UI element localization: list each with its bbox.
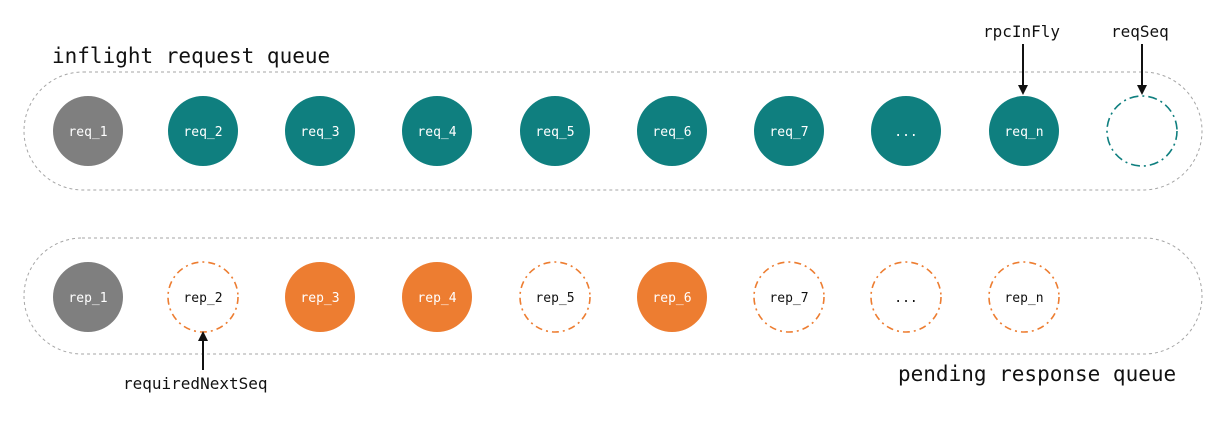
pending-node-label-2: rep_2 (183, 291, 222, 306)
pending-queue-container (23, 237, 1203, 355)
inflight-node-label-2: req_2 (183, 125, 222, 140)
inflight-node-8 (871, 96, 941, 166)
pending-node-6 (637, 262, 707, 332)
pending-node-8 (870, 261, 942, 333)
pending-node-4 (402, 262, 472, 332)
requiredNextSeq-label: requiredNextSeq (123, 374, 268, 393)
inflight-node-3 (285, 96, 355, 166)
pending-node-label-6: rep_6 (652, 291, 691, 306)
inflight-node-6 (637, 96, 707, 166)
pending-node-label-9: rep_n (1004, 291, 1043, 306)
rpcInFly-label: rpcInFly (983, 22, 1061, 41)
inflight-node-1 (53, 96, 123, 166)
pending-node-label-4: rep_4 (417, 291, 456, 306)
inflight-node-4 (402, 96, 472, 166)
pending-node-3 (285, 262, 355, 332)
inflight-node-7 (754, 96, 824, 166)
inflight-queue-nodes: req_1 req_2 req_3 req_4 req_5 req_6 req_7... re… (53, 95, 1178, 167)
inflight-node-label-5: req_5 (535, 125, 574, 140)
inflight-node-label-3: req_3 (300, 125, 339, 140)
pending-node-label-8: ... (894, 291, 917, 306)
inflight-node-label-9: req_n (1004, 125, 1043, 140)
reqSeq-label: reqSeq (1111, 22, 1169, 41)
pending-queue-title: pending response queue (898, 362, 1177, 386)
inflight-node-label-4: req_4 (417, 125, 456, 140)
pending-node-label-7: rep_7 (769, 291, 808, 306)
pending-node-label-5: rep_5 (535, 291, 574, 306)
pending-node-7 (753, 261, 825, 333)
pending-node-5 (519, 261, 591, 333)
inflight-node-label-8: ... (894, 125, 917, 140)
inflight-node-label-7: req_7 (769, 125, 808, 140)
inflight-node-label-6: req_6 (652, 125, 691, 140)
inflight-node-label-1: req_1 (68, 125, 107, 140)
inflight-queue-title: inflight request queue (52, 44, 331, 68)
inflight-queue-container (23, 71, 1203, 191)
pending-node-9 (988, 261, 1060, 333)
pending-node-1 (53, 262, 123, 332)
inflight-node-5 (520, 96, 590, 166)
inflight-node-2 (168, 96, 238, 166)
pending-queue-nodes: rep_1 rep_2 rep_3 rep_4 rep_5 rep_6 rep_7... re… (53, 261, 1060, 333)
pending-node-label-1: rep_1 (68, 291, 107, 306)
inflight-node-9 (989, 96, 1059, 166)
inflight-node-10 (1106, 95, 1178, 167)
pending-node-label-3: rep_3 (300, 291, 339, 306)
